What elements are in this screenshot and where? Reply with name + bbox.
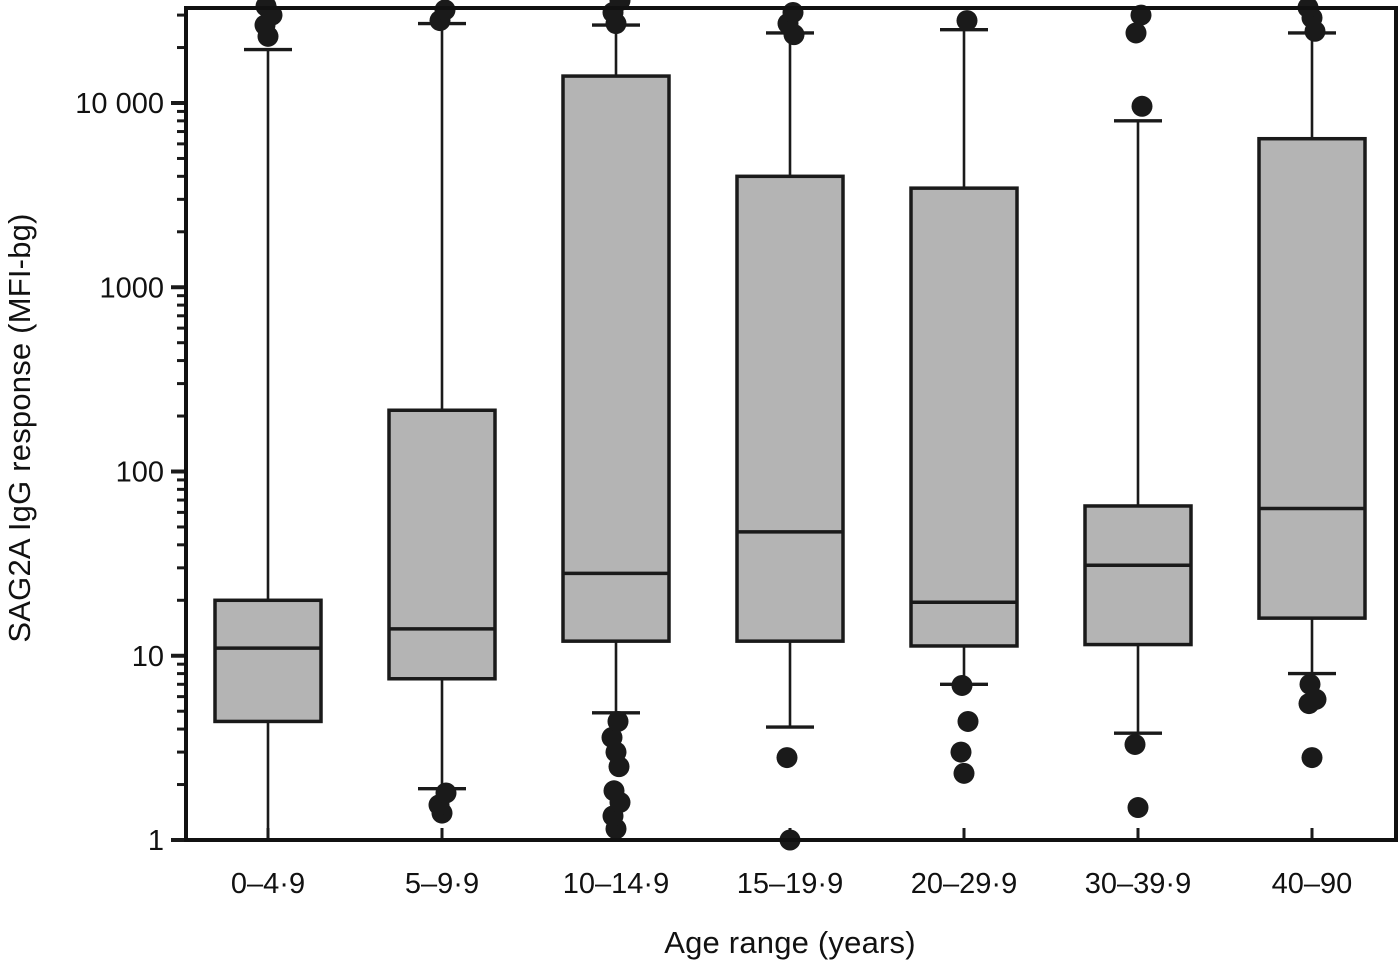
outlier-dot: [603, 780, 625, 802]
y-axis-tick-label: 10 000: [75, 88, 164, 120]
y-axis-tick-label: 1: [148, 825, 164, 857]
x-axis-category-label: 0–4·9: [231, 868, 305, 900]
outlier-dot: [601, 727, 623, 749]
iqr-box: [1257, 136, 1367, 620]
iqr-box: [213, 598, 323, 724]
x-axis-category-label: 15–19·9: [737, 868, 843, 900]
iqr-box: [909, 186, 1019, 648]
outlier-dot: [1301, 747, 1323, 769]
plot-frame: [184, 6, 1398, 842]
outlier-dot: [950, 741, 972, 763]
outlier-dot: [1299, 673, 1321, 695]
outlier-dot: [434, 0, 456, 21]
x-axis-category-label: 40–90: [1272, 868, 1353, 900]
outlier-dot: [607, 710, 629, 732]
y-axis-tick-label: 10: [132, 641, 164, 673]
iqr-box: [735, 174, 845, 643]
outlier-dot: [951, 674, 973, 696]
iqr-box: [561, 74, 671, 643]
outlier-dot: [435, 782, 457, 804]
outlier-dot: [953, 762, 975, 784]
x-axis-category-label: 5–9·9: [405, 868, 479, 900]
x-axis-title: Age range (years): [664, 925, 916, 960]
outlier-dot: [957, 710, 979, 732]
iqr-box: [1083, 504, 1193, 647]
y-axis-tick-label: 100: [116, 457, 164, 489]
outlier-dot: [776, 747, 798, 769]
outlier-dot: [1125, 22, 1147, 44]
outlier-dot: [1131, 95, 1153, 117]
x-axis-category-label: 20–29·9: [911, 868, 1017, 900]
y-axis-title: SAG2A IgG response (MFI-bg): [2, 213, 37, 643]
outlier-dot: [1124, 733, 1146, 755]
iqr-box: [387, 408, 497, 681]
x-axis-category-label: 30–39·9: [1085, 868, 1191, 900]
outlier-dot: [782, 1, 804, 23]
outlier-dot: [1127, 797, 1149, 819]
x-axis-category-label: 10–14·9: [563, 868, 669, 900]
y-axis-tick-label: 1000: [99, 272, 164, 304]
outlier-dot: [956, 10, 978, 32]
